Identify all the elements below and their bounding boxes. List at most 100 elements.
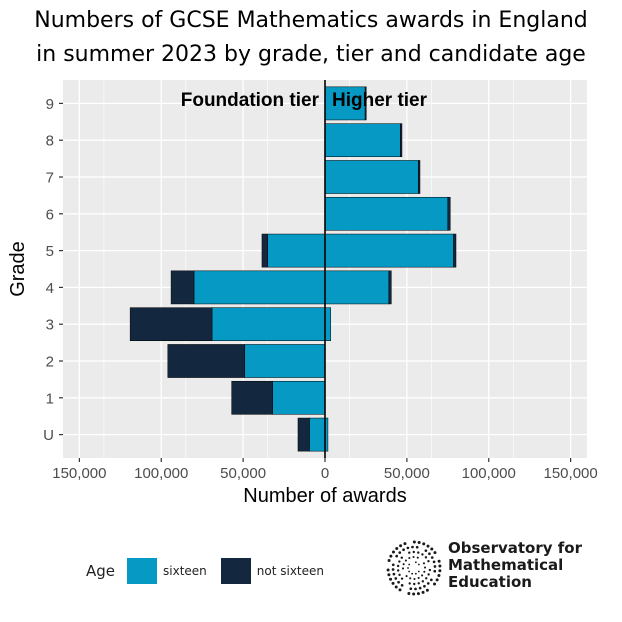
legend-label-not-sixteen: not sixteen bbox=[256, 564, 325, 578]
logo-dot bbox=[412, 550, 415, 554]
x-tick-label: 0 bbox=[321, 465, 329, 482]
y-tick-label-3: 3 bbox=[46, 317, 54, 334]
y-axis-title: Grade bbox=[7, 241, 29, 297]
logo-dot bbox=[413, 577, 416, 581]
logo-dot bbox=[398, 551, 402, 554]
legend-key-sixteen bbox=[127, 558, 158, 584]
observatory-logo: Observatory for Mathematical Education bbox=[386, 536, 596, 600]
logo-dot bbox=[415, 545, 419, 549]
logo-dot bbox=[389, 554, 393, 558]
logo-dot bbox=[433, 565, 437, 568]
logo-dot bbox=[424, 549, 428, 553]
logo-dot bbox=[437, 573, 441, 577]
logo-dot bbox=[392, 572, 396, 576]
logo-dot bbox=[409, 577, 412, 580]
logo-dot bbox=[422, 562, 426, 565]
y-tick-label-2: 2 bbox=[46, 354, 54, 371]
logo-dot bbox=[433, 551, 437, 555]
logo-name-line-3: Education bbox=[448, 573, 532, 591]
logo-dot bbox=[386, 568, 390, 572]
logo-dot bbox=[437, 559, 441, 563]
bar-foundation-sixteen-grade-1 bbox=[272, 380, 326, 415]
logo-dot bbox=[430, 547, 434, 551]
logo-dot bbox=[397, 580, 400, 584]
logo-dot bbox=[391, 581, 395, 585]
logo-dot bbox=[412, 540, 416, 544]
bar-higher-not-sixteen-grade-8 bbox=[400, 123, 403, 158]
bar-foundation-not-sixteen-grade-2 bbox=[167, 344, 246, 378]
logo-dot bbox=[417, 570, 420, 573]
bar-foundation-sixteen-grade-3 bbox=[211, 307, 326, 342]
logo-dot bbox=[398, 573, 401, 577]
logo-dot bbox=[421, 580, 425, 583]
logo-dot bbox=[398, 588, 402, 592]
logo-dot bbox=[396, 564, 400, 568]
logo-dot bbox=[414, 587, 417, 591]
logo-dot bbox=[416, 592, 420, 596]
legend: Age sixteen not sixteen bbox=[86, 558, 338, 584]
logo-dot bbox=[417, 582, 420, 585]
legend-title: Age bbox=[86, 562, 116, 580]
bar-higher-not-sixteen-grade-4 bbox=[388, 270, 392, 305]
y-tick-label-1: 1 bbox=[46, 390, 54, 407]
bar-higher-sixteen-grade-3 bbox=[324, 307, 331, 342]
spiral-dots-logo-icon bbox=[386, 540, 442, 596]
bar-foundation-sixteen-grade-4 bbox=[193, 270, 326, 305]
bar-higher-sixteen-grade-9 bbox=[324, 86, 366, 121]
logo-dot bbox=[404, 559, 407, 562]
logo-dot bbox=[408, 551, 411, 554]
logo-dot bbox=[433, 569, 437, 573]
logo-dot bbox=[425, 577, 428, 580]
logo-dot bbox=[426, 544, 430, 548]
bar-foundation-not-sixteen-grade-1 bbox=[231, 380, 273, 415]
logo-dot bbox=[394, 577, 398, 580]
logo-name-line-1: Observatory for bbox=[448, 539, 582, 557]
bar-foundation-sixteen-grade-U bbox=[309, 417, 326, 452]
logo-dot bbox=[387, 573, 391, 577]
logo-name: Observatory for Mathematical Education bbox=[448, 540, 582, 591]
logo-dot bbox=[422, 542, 426, 546]
logo-dot bbox=[389, 577, 393, 581]
logo-dot bbox=[401, 567, 405, 570]
logo-dot bbox=[432, 560, 436, 564]
y-tick-label-9: 9 bbox=[46, 96, 54, 113]
logo-dot bbox=[433, 582, 437, 586]
logo-dot bbox=[423, 570, 426, 573]
logo-dot bbox=[412, 555, 415, 559]
logo-dot bbox=[396, 569, 400, 572]
y-tick-label-6: 6 bbox=[46, 206, 54, 223]
logo-dot bbox=[395, 547, 399, 551]
legend-key-not-sixteen bbox=[220, 558, 251, 584]
x-tick-label: 150,000 bbox=[52, 465, 106, 482]
logo-dot bbox=[411, 572, 414, 575]
logo-dot bbox=[414, 572, 417, 575]
bar-higher-not-sixteen-grade-7 bbox=[418, 160, 421, 194]
logo-dot bbox=[400, 583, 404, 587]
logo-dot bbox=[438, 564, 442, 568]
logo-dot bbox=[407, 591, 411, 595]
y-tick-label-8: 8 bbox=[46, 133, 54, 150]
x-axis-title: Number of awards bbox=[243, 485, 406, 507]
bar-foundation-not-sixteen-grade-3 bbox=[129, 307, 213, 342]
logo-dot bbox=[416, 556, 419, 559]
logo-dot bbox=[409, 587, 413, 591]
logo-dot bbox=[421, 574, 424, 577]
x-tick-label: 100,000 bbox=[134, 465, 188, 482]
logo-dot bbox=[398, 560, 401, 563]
logo-dot bbox=[412, 592, 416, 596]
logo-dot bbox=[425, 588, 429, 592]
logo-dot bbox=[417, 563, 420, 566]
bar-foundation-not-sixteen-grade-5 bbox=[261, 233, 268, 268]
chart-title-line-2: in summer 2023 by grade, tier and candid… bbox=[36, 42, 586, 67]
logo-dot bbox=[400, 577, 404, 580]
logo-dot bbox=[426, 582, 430, 585]
foundation-tier-label: Foundation tier bbox=[181, 90, 320, 111]
bar-higher-not-sixteen-grade-5 bbox=[453, 233, 457, 268]
logo-dot bbox=[395, 554, 399, 558]
logo-dot bbox=[394, 585, 398, 589]
bar-higher-sixteen-grade-6 bbox=[324, 196, 449, 231]
higher-tier-label: Higher tier bbox=[332, 90, 428, 111]
logo-dot bbox=[399, 544, 403, 548]
logo-dot bbox=[387, 559, 391, 563]
